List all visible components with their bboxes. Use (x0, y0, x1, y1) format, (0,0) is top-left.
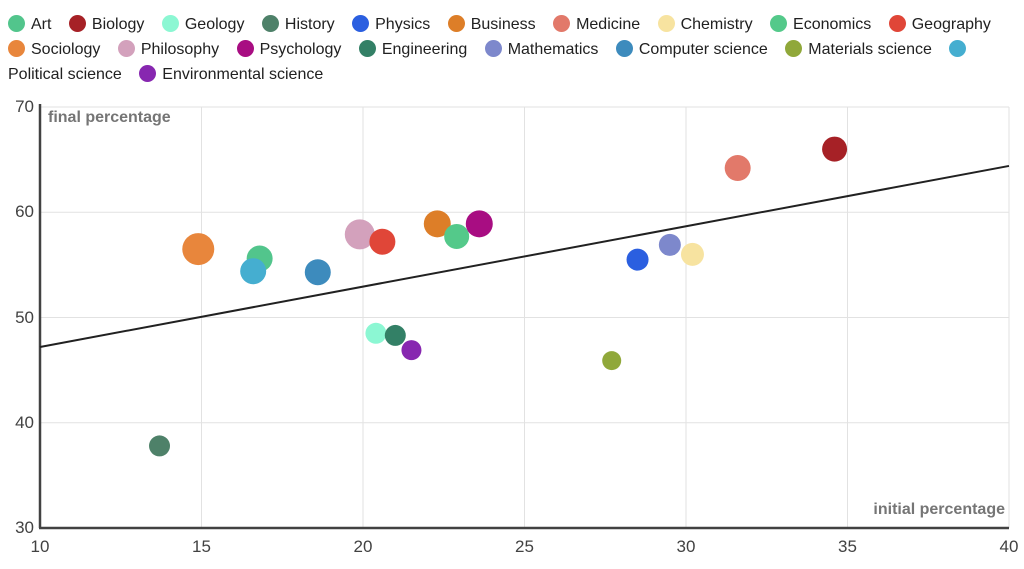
legend-item-business[interactable]: Business (447, 15, 536, 33)
legend-item-philosophy[interactable]: Philosophy (117, 40, 220, 58)
data-point-biology[interactable] (822, 136, 848, 162)
legend-dot-political-science (949, 40, 967, 57)
legend-label-geology: Geology (184, 16, 245, 33)
legend-dot-business (447, 15, 465, 32)
data-point-economics[interactable] (444, 223, 470, 249)
y-tick-label-30: 30 (15, 518, 34, 537)
legend-label-mathematics: Mathematics (507, 41, 599, 58)
legend-label-political-science: Political science (8, 66, 122, 83)
legend-dot-economics (770, 15, 788, 32)
y-tick-label-70: 70 (15, 97, 34, 116)
legend-label-chemistry: Chemistry (680, 16, 753, 33)
data-point-engineering[interactable] (384, 324, 406, 346)
y-tick-label-40: 40 (15, 412, 34, 432)
legend-label-computer-science: Computer science (638, 41, 768, 58)
data-point-sociology[interactable] (182, 233, 215, 266)
data-point-business[interactable] (423, 210, 451, 238)
legend-dot-biology (68, 15, 86, 32)
data-point-political-science[interactable] (240, 258, 267, 285)
legend-item-physics[interactable]: Physics (352, 15, 431, 33)
legend-label-environmental-science: Environmental science (162, 66, 324, 83)
legend-item-psychology[interactable]: Psychology (236, 40, 342, 58)
legend-label-economics: Economics (793, 16, 872, 33)
trend-line (39, 164, 1010, 348)
x-tick-label-30: 30 (676, 537, 696, 556)
data-point-physics[interactable] (626, 248, 649, 271)
legend-dot-materials-science (785, 40, 803, 57)
legend-label-business: Business (470, 16, 536, 33)
legend-dot-psychology (236, 40, 254, 57)
legend-item-geography[interactable]: Geography (888, 15, 991, 33)
legend-dot-history (261, 15, 279, 32)
legend-item-mathematics[interactable]: Mathematics (484, 40, 599, 58)
data-point-geology[interactable] (365, 322, 387, 344)
legend-item-environmental-science[interactable]: Environmental science (139, 65, 324, 83)
legend-label-psychology: Psychology (259, 41, 342, 58)
legend-label-history: History (284, 16, 335, 33)
legend-item-medicine[interactable]: Medicine (553, 15, 641, 33)
legend-label-engineering: Engineering (381, 41, 468, 58)
legend-dot-environmental-science (139, 65, 157, 82)
data-point-chemistry[interactable] (680, 242, 704, 266)
legend-dot-engineering (358, 40, 376, 57)
x-tick-label-40: 40 (999, 537, 1019, 556)
legend-dot-physics (352, 15, 370, 32)
data-point-philosophy[interactable] (344, 219, 375, 250)
legend-label-materials-science: Materials science (808, 41, 932, 58)
x-tick-label-15: 15 (192, 537, 211, 556)
x-tick-label-10: 10 (30, 537, 50, 556)
legend-dot-medicine (553, 15, 571, 32)
y-axis-title: final percentage (48, 109, 171, 126)
legend-dot-art (8, 15, 25, 32)
legend-label-medicine: Medicine (576, 16, 641, 33)
data-point-materials-science[interactable] (602, 351, 622, 371)
legend-item-materials-science[interactable]: Materials science (785, 40, 932, 58)
x-tick-label-20: 20 (353, 537, 373, 556)
legend-item-computer-science[interactable]: Computer science (615, 40, 768, 58)
x-tick-label-25: 25 (515, 537, 534, 556)
legend-dot-geology (161, 15, 179, 32)
data-point-psychology[interactable] (465, 210, 493, 238)
chart-legend: Art Biology Geology History Physics Busi… (8, 12, 1012, 87)
data-point-environmental-science[interactable] (401, 340, 422, 361)
legend-label-physics: Physics (375, 16, 431, 33)
legend-dot-mathematics (484, 40, 502, 57)
data-point-mathematics[interactable] (658, 233, 681, 256)
legend-item-political-science[interactable]: Political science (8, 40, 972, 83)
x-tick-label-35: 35 (838, 537, 857, 556)
legend-item-geology[interactable]: Geology (161, 15, 245, 33)
legend-item-biology[interactable]: Biology (68, 15, 145, 33)
legend-label-geography: Geography (911, 16, 991, 33)
y-tick-label-60: 60 (15, 202, 34, 222)
legend-dot-sociology (8, 40, 25, 57)
legend-dot-computer-science (615, 40, 633, 57)
legend-item-sociology[interactable]: Sociology (8, 40, 101, 58)
legend-item-economics[interactable]: Economics (770, 15, 872, 33)
legend-item-art[interactable]: Art (8, 15, 52, 33)
legend-label-philosophy: Philosophy (140, 41, 220, 58)
data-point-history[interactable] (149, 435, 171, 457)
legend-dot-philosophy (117, 40, 135, 57)
x-axis-title: initial percentage (873, 501, 1005, 518)
legend-item-history[interactable]: History (261, 15, 335, 33)
legend-label-art: Art (31, 16, 52, 33)
legend-dot-geography (888, 15, 906, 32)
data-point-medicine[interactable] (724, 155, 751, 182)
data-point-geography[interactable] (369, 228, 396, 255)
legend-label-biology: Biology (91, 16, 145, 33)
legend-item-engineering[interactable]: Engineering (358, 40, 468, 58)
legend-item-chemistry[interactable]: Chemistry (657, 15, 753, 33)
legend-dot-chemistry (657, 15, 675, 32)
y-tick-label-50: 50 (15, 307, 34, 327)
data-point-computer-science[interactable] (304, 259, 331, 286)
legend-label-sociology: Sociology (31, 41, 101, 58)
